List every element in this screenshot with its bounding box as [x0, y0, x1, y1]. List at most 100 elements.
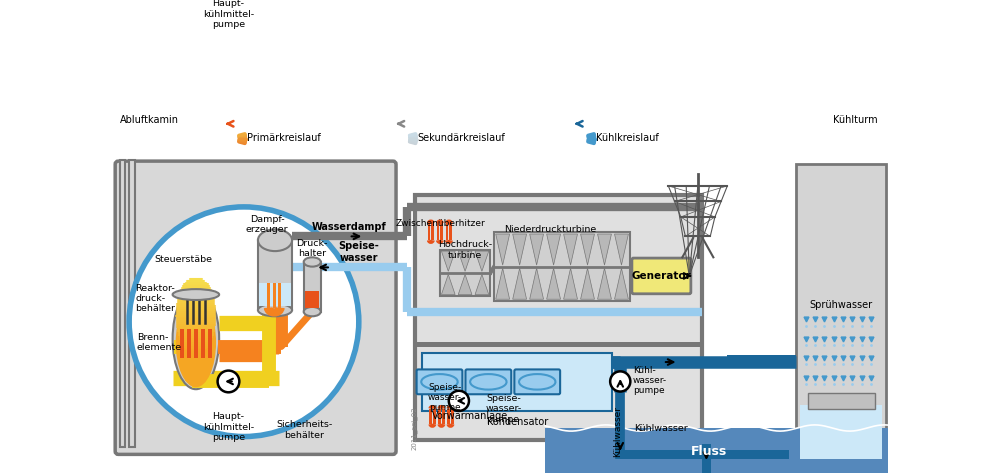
Text: Steuerstäbe: Steuerstäbe [155, 255, 213, 264]
FancyBboxPatch shape [417, 369, 462, 394]
Polygon shape [598, 268, 611, 299]
Bar [422, 353, 612, 411]
Polygon shape [441, 274, 455, 295]
Bar [415, 195, 702, 439]
Polygon shape [441, 251, 455, 272]
Polygon shape [458, 251, 472, 272]
Bar [129, 160, 135, 447]
Bar [194, 329, 198, 358]
Text: Haupt-
kühlmittel-
pumpe: Haupt- kühlmittel- pumpe [203, 412, 254, 442]
Bar [808, 393, 875, 409]
Bar [428, 223, 430, 240]
Text: Kondensator: Kondensator [487, 417, 548, 427]
Bar [120, 160, 125, 447]
Polygon shape [547, 268, 561, 299]
Circle shape [610, 371, 630, 392]
Polygon shape [496, 234, 510, 265]
Polygon shape [564, 268, 577, 299]
Bar [273, 283, 276, 308]
Bar [545, 428, 888, 473]
Bar [429, 409, 432, 424]
Text: Primärkreislauf: Primärkreislauf [247, 133, 321, 143]
Bar [451, 409, 454, 424]
FancyBboxPatch shape [465, 369, 511, 394]
Text: Speise-
wasser-
pumpe: Speise- wasser- pumpe [428, 383, 462, 412]
Polygon shape [581, 234, 594, 265]
Bar [438, 409, 441, 424]
Bar [416, 342, 700, 347]
Bar [180, 329, 184, 358]
Text: Haupt-
kühlmittel-
pumpe: Haupt- kühlmittel- pumpe [203, 0, 254, 29]
Circle shape [218, 370, 239, 392]
Bar [187, 329, 191, 358]
Text: Druck-
halter: Druck- halter [297, 239, 328, 258]
Text: Kühl-
wasser-
pumpe: Kühl- wasser- pumpe [633, 366, 667, 395]
Bar [494, 233, 630, 301]
Text: Speise-
wasser-
pumpe: Speise- wasser- pumpe [486, 394, 522, 423]
Text: Zwischenüberhitzer: Zwischenüberhitzer [395, 219, 485, 228]
Text: Reaktor-
druck-
behälter: Reaktor- druck- behälter [135, 283, 175, 313]
Polygon shape [530, 234, 544, 265]
Bar [201, 329, 205, 358]
Polygon shape [530, 268, 544, 299]
Polygon shape [598, 234, 611, 265]
Bar [449, 223, 452, 240]
Bar [437, 223, 439, 240]
Bar [278, 283, 281, 308]
Bar [440, 250, 490, 296]
Text: Kühlturm: Kühlturm [833, 115, 878, 125]
Text: Kühlwasser: Kühlwasser [613, 406, 622, 457]
Text: Sekundärkreislauf: Sekundärkreislauf [418, 133, 506, 143]
Ellipse shape [304, 307, 321, 316]
Circle shape [449, 391, 469, 411]
Bar [267, 283, 270, 308]
Ellipse shape [258, 304, 292, 316]
Polygon shape [475, 251, 489, 272]
Text: Brenn-
elemente: Brenn- elemente [137, 333, 182, 352]
Ellipse shape [176, 298, 216, 387]
Polygon shape [796, 164, 886, 463]
Text: Abluftkamin: Abluftkamin [120, 115, 179, 125]
Ellipse shape [173, 289, 219, 389]
Text: Generator: Generator [631, 271, 691, 281]
Text: Sprühwasser: Sprühwasser [810, 300, 873, 310]
Ellipse shape [304, 257, 321, 267]
Ellipse shape [258, 229, 292, 251]
Text: Vorwärmanlage: Vorwärmanlage [432, 412, 509, 421]
Text: Kühlkreislauf: Kühlkreislauf [596, 133, 659, 143]
FancyBboxPatch shape [115, 161, 396, 455]
Text: Speise-
wasser: Speise- wasser [338, 241, 379, 263]
Polygon shape [581, 268, 594, 299]
Bar [259, 283, 291, 306]
Bar [433, 409, 436, 424]
Text: Wasserdampf: Wasserdampf [311, 222, 386, 232]
Text: Sicherheits-
behälter: Sicherheits- behälter [276, 420, 333, 439]
Polygon shape [513, 268, 527, 299]
Polygon shape [458, 274, 472, 295]
Polygon shape [564, 234, 577, 265]
Polygon shape [615, 234, 628, 265]
Polygon shape [475, 274, 489, 295]
Bar [702, 444, 711, 473]
Bar [727, 355, 796, 362]
Polygon shape [615, 268, 628, 299]
Text: Hochdruck-
turbine: Hochdruck- turbine [438, 240, 492, 260]
Text: Niederdruckturbine: Niederdruckturbine [504, 225, 597, 234]
Ellipse shape [173, 289, 219, 300]
Bar [800, 405, 882, 459]
Polygon shape [496, 268, 510, 299]
Bar [442, 409, 445, 424]
Polygon shape [547, 234, 561, 265]
Text: Fluss: Fluss [691, 445, 728, 458]
Text: Kühlwasser: Kühlwasser [634, 423, 688, 432]
FancyBboxPatch shape [514, 369, 560, 394]
Bar [305, 291, 319, 308]
Bar [208, 329, 212, 358]
Bar [447, 409, 450, 424]
Text: 2011_sei_02: 2011_sei_02 [411, 406, 418, 450]
Bar [620, 450, 789, 459]
Polygon shape [513, 234, 527, 265]
Circle shape [129, 207, 359, 437]
Bar [446, 223, 448, 240]
Text: Dampf-
erzeuger: Dampf- erzeuger [246, 215, 289, 234]
